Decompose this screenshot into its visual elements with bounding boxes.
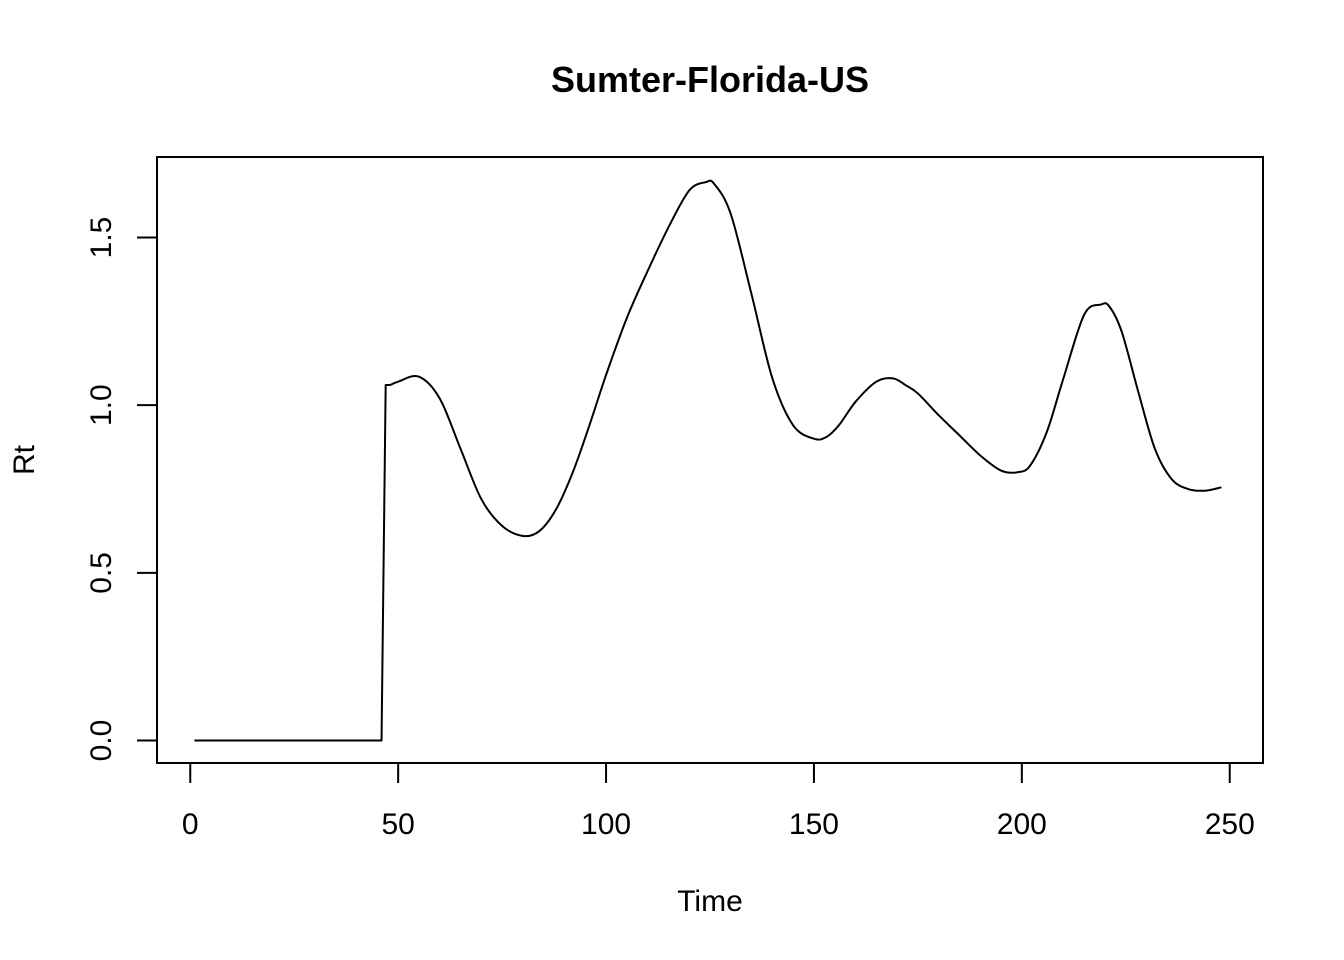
x-axis: 0 50 100 150 200 250 (182, 762, 1255, 841)
series-layer (194, 179, 1222, 742)
chart-title: Sumter-Florida-US (551, 59, 869, 100)
series-line (194, 179, 1222, 742)
y-tick-label: 0.0 (85, 720, 118, 762)
x-tick-label: 250 (1205, 808, 1255, 841)
x-tick-label: 50 (381, 808, 414, 841)
y-tick-label: 0.5 (85, 552, 118, 594)
x-tick-label: 150 (789, 808, 839, 841)
x-tick-label: 200 (997, 808, 1047, 841)
x-tick-label: 100 (581, 808, 631, 841)
x-axis-label: Time (677, 885, 743, 918)
plot-frame (156, 156, 1264, 764)
x-tick-label: 0 (182, 808, 199, 841)
y-axis: 0.0 0.5 1.0 1.5 (85, 217, 158, 762)
y-axis-label: Rt (8, 444, 41, 475)
y-tick-label: 1.5 (85, 217, 118, 259)
y-tick-label: 1.0 (85, 384, 118, 426)
